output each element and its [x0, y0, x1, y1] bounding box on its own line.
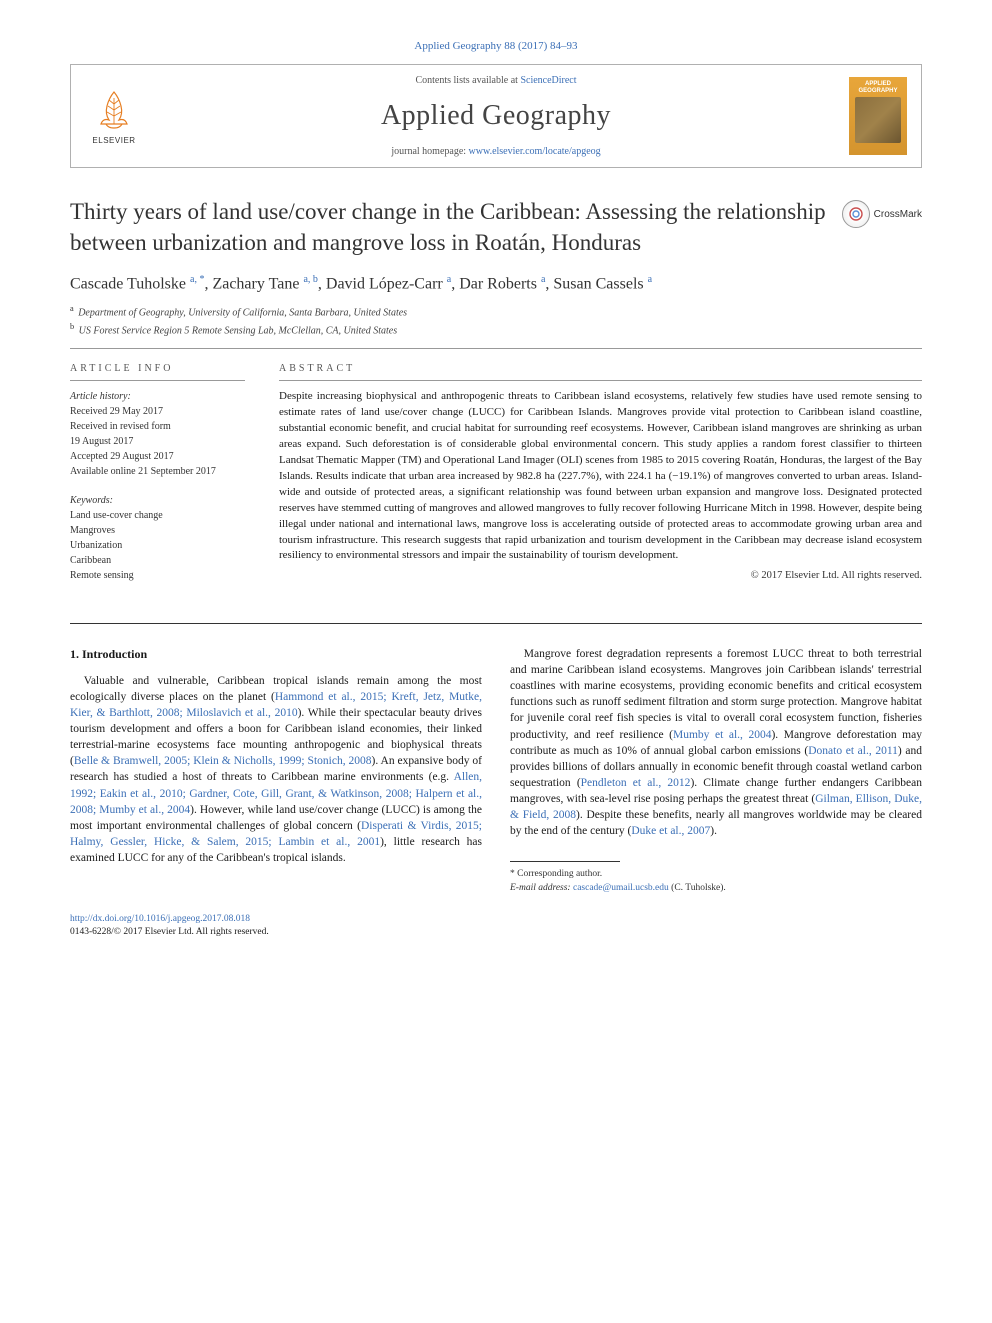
section-heading: 1. Introduction: [70, 646, 482, 663]
email-link[interactable]: cascade@umail.ucsb.edu: [573, 883, 669, 893]
citation[interactable]: Mumby et al., 2004: [673, 729, 771, 741]
issn-copyright: 0143-6228/© 2017 Elsevier Ltd. All right…: [70, 927, 269, 937]
citation[interactable]: Donato et al., 2011: [808, 745, 898, 757]
title-row: Thirty years of land use/cover change in…: [70, 196, 922, 258]
body-columns: 1. Introduction Valuable and vulnerable,…: [70, 646, 922, 895]
contents-prefix: Contents lists available at: [415, 75, 520, 86]
corresponding-author: * Corresponding author.: [510, 868, 922, 881]
abstract-heading: ABSTRACT: [279, 363, 922, 381]
cover-image-icon: [855, 97, 901, 143]
footnote-separator: [510, 861, 620, 862]
email-suffix: (C. Tuholske).: [671, 883, 726, 893]
citation[interactable]: Pendleton et al., 2012: [581, 777, 691, 789]
authors-line: Cascade Tuholske a, *, Zachary Tane a, b…: [70, 274, 922, 293]
body-paragraph-1: Valuable and vulnerable, Caribbean tropi…: [70, 673, 482, 866]
elsevier-tree-icon: [91, 88, 137, 134]
crossmark-badge[interactable]: CrossMark: [842, 200, 922, 228]
journal-header: ELSEVIER Contents lists available at Sci…: [70, 64, 922, 168]
crossmark-icon: [842, 200, 870, 228]
homepage-prefix: journal homepage:: [391, 146, 468, 157]
info-abstract-row: ARTICLE INFO Article history: Received 2…: [70, 363, 922, 597]
citation[interactable]: Duke et al., 2007: [631, 825, 710, 837]
abstract-copyright: © 2017 Elsevier Ltd. All rights reserved…: [279, 570, 922, 581]
affiliations: a Department of Geography, University of…: [70, 303, 922, 338]
article-title: Thirty years of land use/cover change in…: [70, 196, 826, 258]
journal-reference: Applied Geography 88 (2017) 84–93: [70, 40, 922, 52]
article-history: Article history: Received 29 May 2017Rec…: [70, 389, 245, 479]
homepage-link[interactable]: www.elsevier.com/locate/apgeog: [469, 146, 601, 157]
elsevier-logo: ELSEVIER: [85, 84, 143, 148]
journal-cover-thumbnail: APPLIED GEOGRAPHY: [849, 77, 907, 155]
email-line: E-mail address: cascade@umail.ucsb.edu (…: [510, 882, 922, 895]
doi-link[interactable]: http://dx.doi.org/10.1016/j.apgeog.2017.…: [70, 914, 250, 924]
history-label: Article history:: [70, 391, 131, 402]
homepage-line: journal homepage: www.elsevier.com/locat…: [157, 146, 835, 157]
doi-block: http://dx.doi.org/10.1016/j.apgeog.2017.…: [70, 913, 922, 940]
article-info-column: ARTICLE INFO Article history: Received 2…: [70, 363, 245, 597]
elsevier-label: ELSEVIER: [92, 136, 135, 145]
keywords-label: Keywords:: [70, 495, 113, 506]
crossmark-label: CrossMark: [874, 209, 922, 220]
journal-name: Applied Geography: [157, 100, 835, 132]
thick-divider: [70, 623, 922, 624]
keywords-block: Keywords: Land use-cover changeMangroves…: [70, 493, 245, 583]
body-paragraph-2: Mangrove forest degradation represents a…: [510, 646, 922, 839]
contents-available-line: Contents lists available at ScienceDirec…: [157, 75, 835, 86]
header-center: Contents lists available at ScienceDirec…: [157, 75, 835, 157]
divider-rule: [70, 348, 922, 349]
footnotes: * Corresponding author. E-mail address: …: [510, 868, 922, 895]
abstract-text: Despite increasing biophysical and anthr…: [279, 389, 922, 564]
email-label: E-mail address:: [510, 883, 571, 893]
citation[interactable]: Belle & Bramwell, 2005; Klein & Nicholls…: [74, 755, 372, 767]
abstract-column: ABSTRACT Despite increasing biophysical …: [279, 363, 922, 597]
sciencedirect-link[interactable]: ScienceDirect: [520, 75, 576, 86]
article-info-heading: ARTICLE INFO: [70, 363, 245, 381]
cover-title: APPLIED GEOGRAPHY: [853, 81, 903, 94]
